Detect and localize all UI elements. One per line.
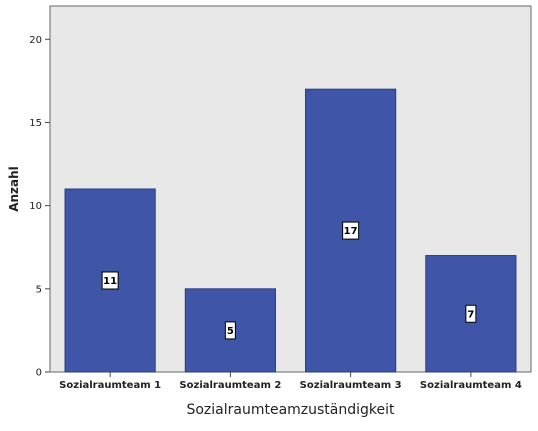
y-axis: 0 5 10 15 20: [29, 35, 50, 379]
x-tick-label: Sozialraumteam 1: [59, 380, 161, 391]
data-label-box: [465, 304, 477, 323]
data-label-box: [101, 271, 119, 290]
data-label: 11: [103, 276, 117, 287]
x-tick-label: Sozialraumteam 4: [420, 380, 522, 391]
y-tick-label: 0: [36, 368, 42, 379]
data-label: 5: [227, 326, 234, 337]
x-tick-label: Sozialraumteam 2: [179, 380, 281, 391]
bars-layer: 11 5 17 7: [64, 88, 517, 373]
y-axis-title: Anzahl: [7, 166, 21, 212]
y-tick-label: 15: [29, 118, 42, 129]
y-tick-label: 10: [29, 201, 42, 212]
y-tick-label: 20: [29, 35, 42, 46]
data-label: 17: [344, 226, 358, 237]
data-label-box: [224, 321, 236, 340]
data-label-box: [342, 221, 360, 240]
data-label: 7: [467, 309, 474, 320]
x-tick-label: Sozialraumteam 3: [300, 380, 402, 391]
x-axis-title: Sozialraumteamzuständigkeit: [186, 402, 395, 418]
y-tick-label: 5: [36, 284, 42, 295]
x-axis: Sozialraumteam 1 Sozialraumteam 2 Sozialra…: [59, 372, 522, 391]
